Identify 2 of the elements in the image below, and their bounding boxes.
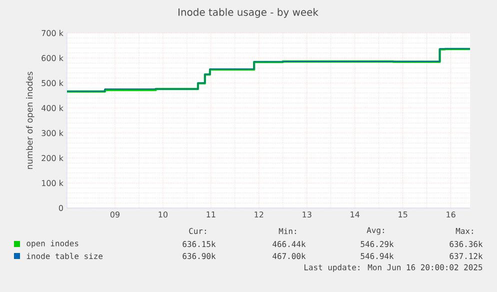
chart-title: Inode table usage - by week [178,8,318,18]
y-axis-title: number of open inodes [26,72,34,169]
